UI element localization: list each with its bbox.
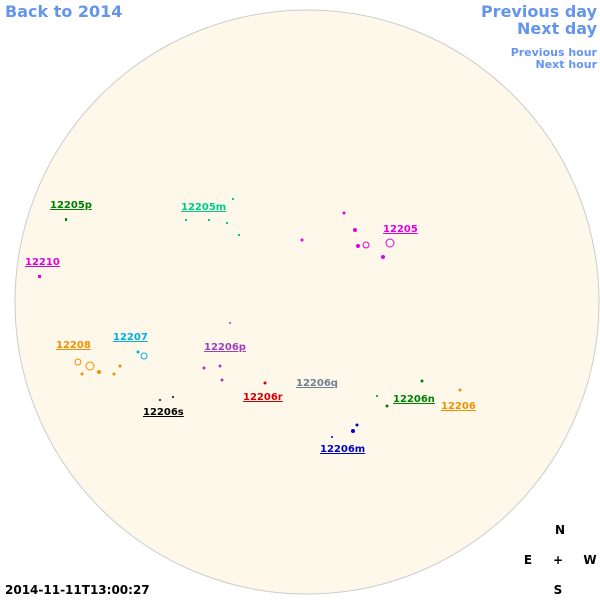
sunspot [362,241,370,249]
sunspot [356,244,360,248]
sunspot [229,322,231,324]
region-label[interactable]: 12205p [50,200,92,211]
sunspot [218,364,222,368]
sunspot [74,358,82,366]
sunspot [351,429,355,433]
region-label[interactable]: 12206s [143,407,184,418]
sunspot [300,238,304,242]
sunspot [220,378,224,382]
sunspot [385,238,395,248]
sunspot [355,423,359,427]
previous-hour-link[interactable]: Previous hour [511,46,598,59]
region-label[interactable]: 12210 [25,257,60,268]
sunspot [331,436,333,438]
sunspot [136,350,140,354]
back-link[interactable]: Back to 2014 [5,2,122,21]
sunspot [202,366,206,370]
region-label[interactable]: 12206m [320,444,365,455]
region-label[interactable]: 12205 [383,224,418,235]
next-day-link[interactable]: Next day [517,19,598,38]
region-label[interactable]: 12207 [113,332,148,343]
sunspot [263,381,267,385]
compass-center: + [553,553,563,567]
region-label[interactable]: 12206q [296,378,338,389]
sunspot [65,218,67,221]
region-label[interactable]: 12205m [181,202,226,213]
sunspot [381,255,385,259]
sunspot [232,198,234,200]
sunspot [208,219,210,221]
sunspot [38,275,41,278]
sunspot [97,370,101,374]
sunspot [385,404,389,408]
compass-east: E [524,553,532,567]
sunspot [353,228,357,232]
compass-west: W [583,553,596,567]
region-label[interactable]: 12206 [441,401,476,412]
sunspot [85,361,95,371]
sunspot [420,379,424,383]
sunspot [118,364,122,368]
region-label[interactable]: 12206p [204,342,246,353]
timestamp: 2014-11-11T13:00:27 [5,583,150,597]
sunspot [140,352,148,360]
region-label[interactable]: 12206r [243,392,283,403]
sunspot [185,219,187,221]
compass-north: N [555,523,565,537]
sunspot [458,388,462,392]
sunspot [80,372,84,376]
previous-day-link[interactable]: Previous day [481,2,598,21]
region-label[interactable]: 12208 [56,340,91,351]
next-hour-link[interactable]: Next hour [536,58,598,71]
sunspot [342,211,346,215]
sunspot [159,399,161,401]
region-label[interactable]: 12206n [393,394,435,405]
sunspot [112,372,116,376]
solar-disk [14,9,600,595]
sunspot [226,222,228,224]
sunspot [376,395,378,397]
sunspot [238,234,240,236]
compass-south: S [554,583,563,597]
sunspots [38,198,462,438]
sunspot [172,396,174,398]
